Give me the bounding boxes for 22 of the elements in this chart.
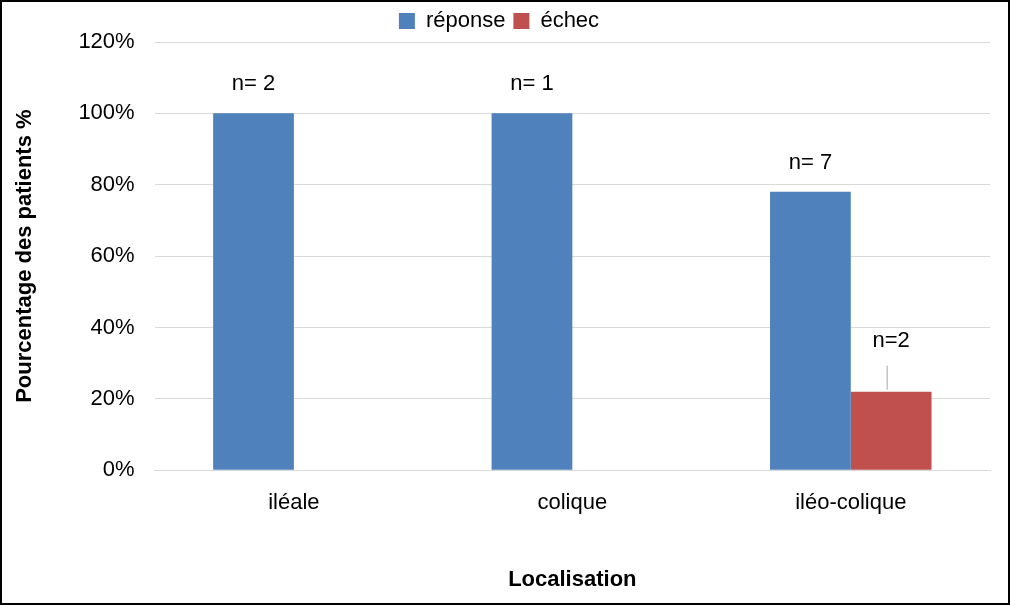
annotation: n= 2	[231, 70, 276, 96]
y-tick-label: 100%	[78, 99, 135, 125]
bar	[850, 391, 932, 470]
y-tick-label: 40%	[90, 313, 135, 339]
y-tick-label: 20%	[90, 384, 135, 410]
bar	[770, 191, 851, 470]
annotation: n=2	[872, 326, 910, 352]
annotation: n= 7	[788, 148, 833, 174]
y-axis-title: Pourcentage des patients %	[11, 109, 37, 403]
x-tick-label: iléale	[268, 489, 320, 515]
legend-label: échec	[540, 7, 600, 33]
y-tick-label: 0%	[102, 456, 135, 482]
bar	[491, 113, 573, 470]
x-tick-label: colique	[537, 489, 608, 515]
y-tick-label: 120%	[78, 28, 135, 54]
annotation: n= 1	[510, 70, 554, 96]
legend-label: réponse	[425, 7, 506, 33]
y-tick-label: 80%	[90, 170, 135, 196]
bar	[213, 113, 294, 470]
x-axis-title: Localisation	[508, 565, 637, 591]
y-tick-label: 60%	[90, 242, 135, 268]
x-tick-label: iléo-colique	[795, 489, 907, 515]
